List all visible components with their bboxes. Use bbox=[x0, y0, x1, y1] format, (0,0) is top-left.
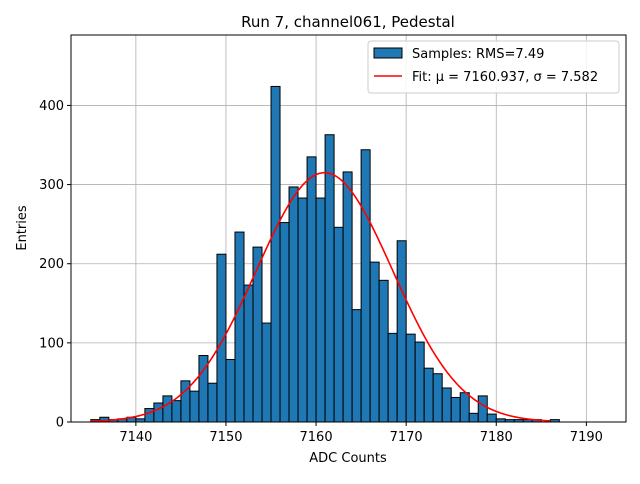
histogram-bar bbox=[207, 382, 218, 423]
x-axis-ticks: 7140 7150 7160 7170 7180 7190 bbox=[119, 422, 603, 445]
x-tick-label: 7190 bbox=[570, 430, 603, 445]
histogram-bar bbox=[261, 322, 272, 423]
histogram-bar bbox=[216, 253, 227, 423]
histogram-bar bbox=[225, 358, 236, 423]
legend-box bbox=[367, 40, 620, 94]
histogram-bar bbox=[279, 222, 290, 423]
histogram-bar bbox=[243, 284, 254, 423]
histogram-bar bbox=[342, 171, 353, 423]
histogram-bar bbox=[306, 156, 317, 423]
axes-frame bbox=[70, 34, 627, 423]
histogram-bar bbox=[297, 197, 308, 423]
histogram-bar bbox=[162, 395, 173, 423]
histogram-bar bbox=[378, 279, 389, 423]
legend-label-samples: Samples: RMS=7.49 bbox=[412, 47, 544, 62]
legend-swatch-samples bbox=[373, 47, 403, 59]
histogram-bar bbox=[351, 309, 362, 423]
histogram-bar bbox=[315, 197, 326, 423]
histogram-bar bbox=[324, 134, 335, 423]
histogram-bar bbox=[288, 186, 299, 423]
histogram-bar bbox=[414, 341, 425, 423]
histogram-bar bbox=[387, 332, 398, 423]
x-tick-label: 7160 bbox=[300, 430, 333, 445]
histogram-bar bbox=[432, 373, 443, 423]
histogram-bar bbox=[486, 413, 497, 423]
y-tick-label: 300 bbox=[39, 178, 64, 193]
histogram-bar bbox=[405, 333, 416, 423]
y-tick-label: 0 bbox=[56, 416, 64, 431]
fit-curve bbox=[90, 171, 551, 423]
histogram-bar bbox=[153, 402, 164, 423]
y-axis-label: Entries bbox=[15, 205, 30, 251]
histogram-bar bbox=[171, 400, 182, 423]
x-tick-label: 7140 bbox=[119, 430, 152, 445]
histogram-bar bbox=[459, 392, 470, 423]
legend-label-fit: Fit: μ = 7160.937, σ = 7.582 bbox=[412, 70, 598, 85]
legend: Samples: RMS=7.49 Fit: μ = 7160.937, σ =… bbox=[367, 40, 620, 94]
histogram-bar bbox=[396, 240, 407, 423]
histogram-bar bbox=[270, 85, 281, 423]
y-axis-ticks: 0 100 200 300 400 bbox=[39, 99, 71, 431]
histogram-bar bbox=[189, 390, 200, 423]
x-tick-label: 7180 bbox=[480, 430, 513, 445]
y-tick-label: 200 bbox=[39, 257, 64, 272]
histogram-bar bbox=[333, 226, 344, 423]
x-tick-label: 7170 bbox=[390, 430, 423, 445]
y-tick-label: 400 bbox=[39, 99, 64, 114]
histogram-bar bbox=[369, 261, 380, 423]
histogram-bar bbox=[234, 231, 245, 423]
chart-title: Run 7, channel061, Pedestal bbox=[241, 13, 455, 31]
histogram-bar bbox=[468, 412, 479, 423]
histogram-bar bbox=[360, 149, 371, 423]
histogram-bar bbox=[144, 408, 155, 423]
histogram-bar bbox=[450, 396, 461, 423]
histogram-bar bbox=[477, 395, 488, 423]
histogram-bar bbox=[423, 367, 434, 423]
x-axis-label: ADC Counts bbox=[309, 451, 387, 466]
histogram-bar bbox=[441, 387, 452, 423]
y-tick-label: 100 bbox=[39, 336, 64, 351]
x-tick-label: 7150 bbox=[209, 430, 242, 445]
